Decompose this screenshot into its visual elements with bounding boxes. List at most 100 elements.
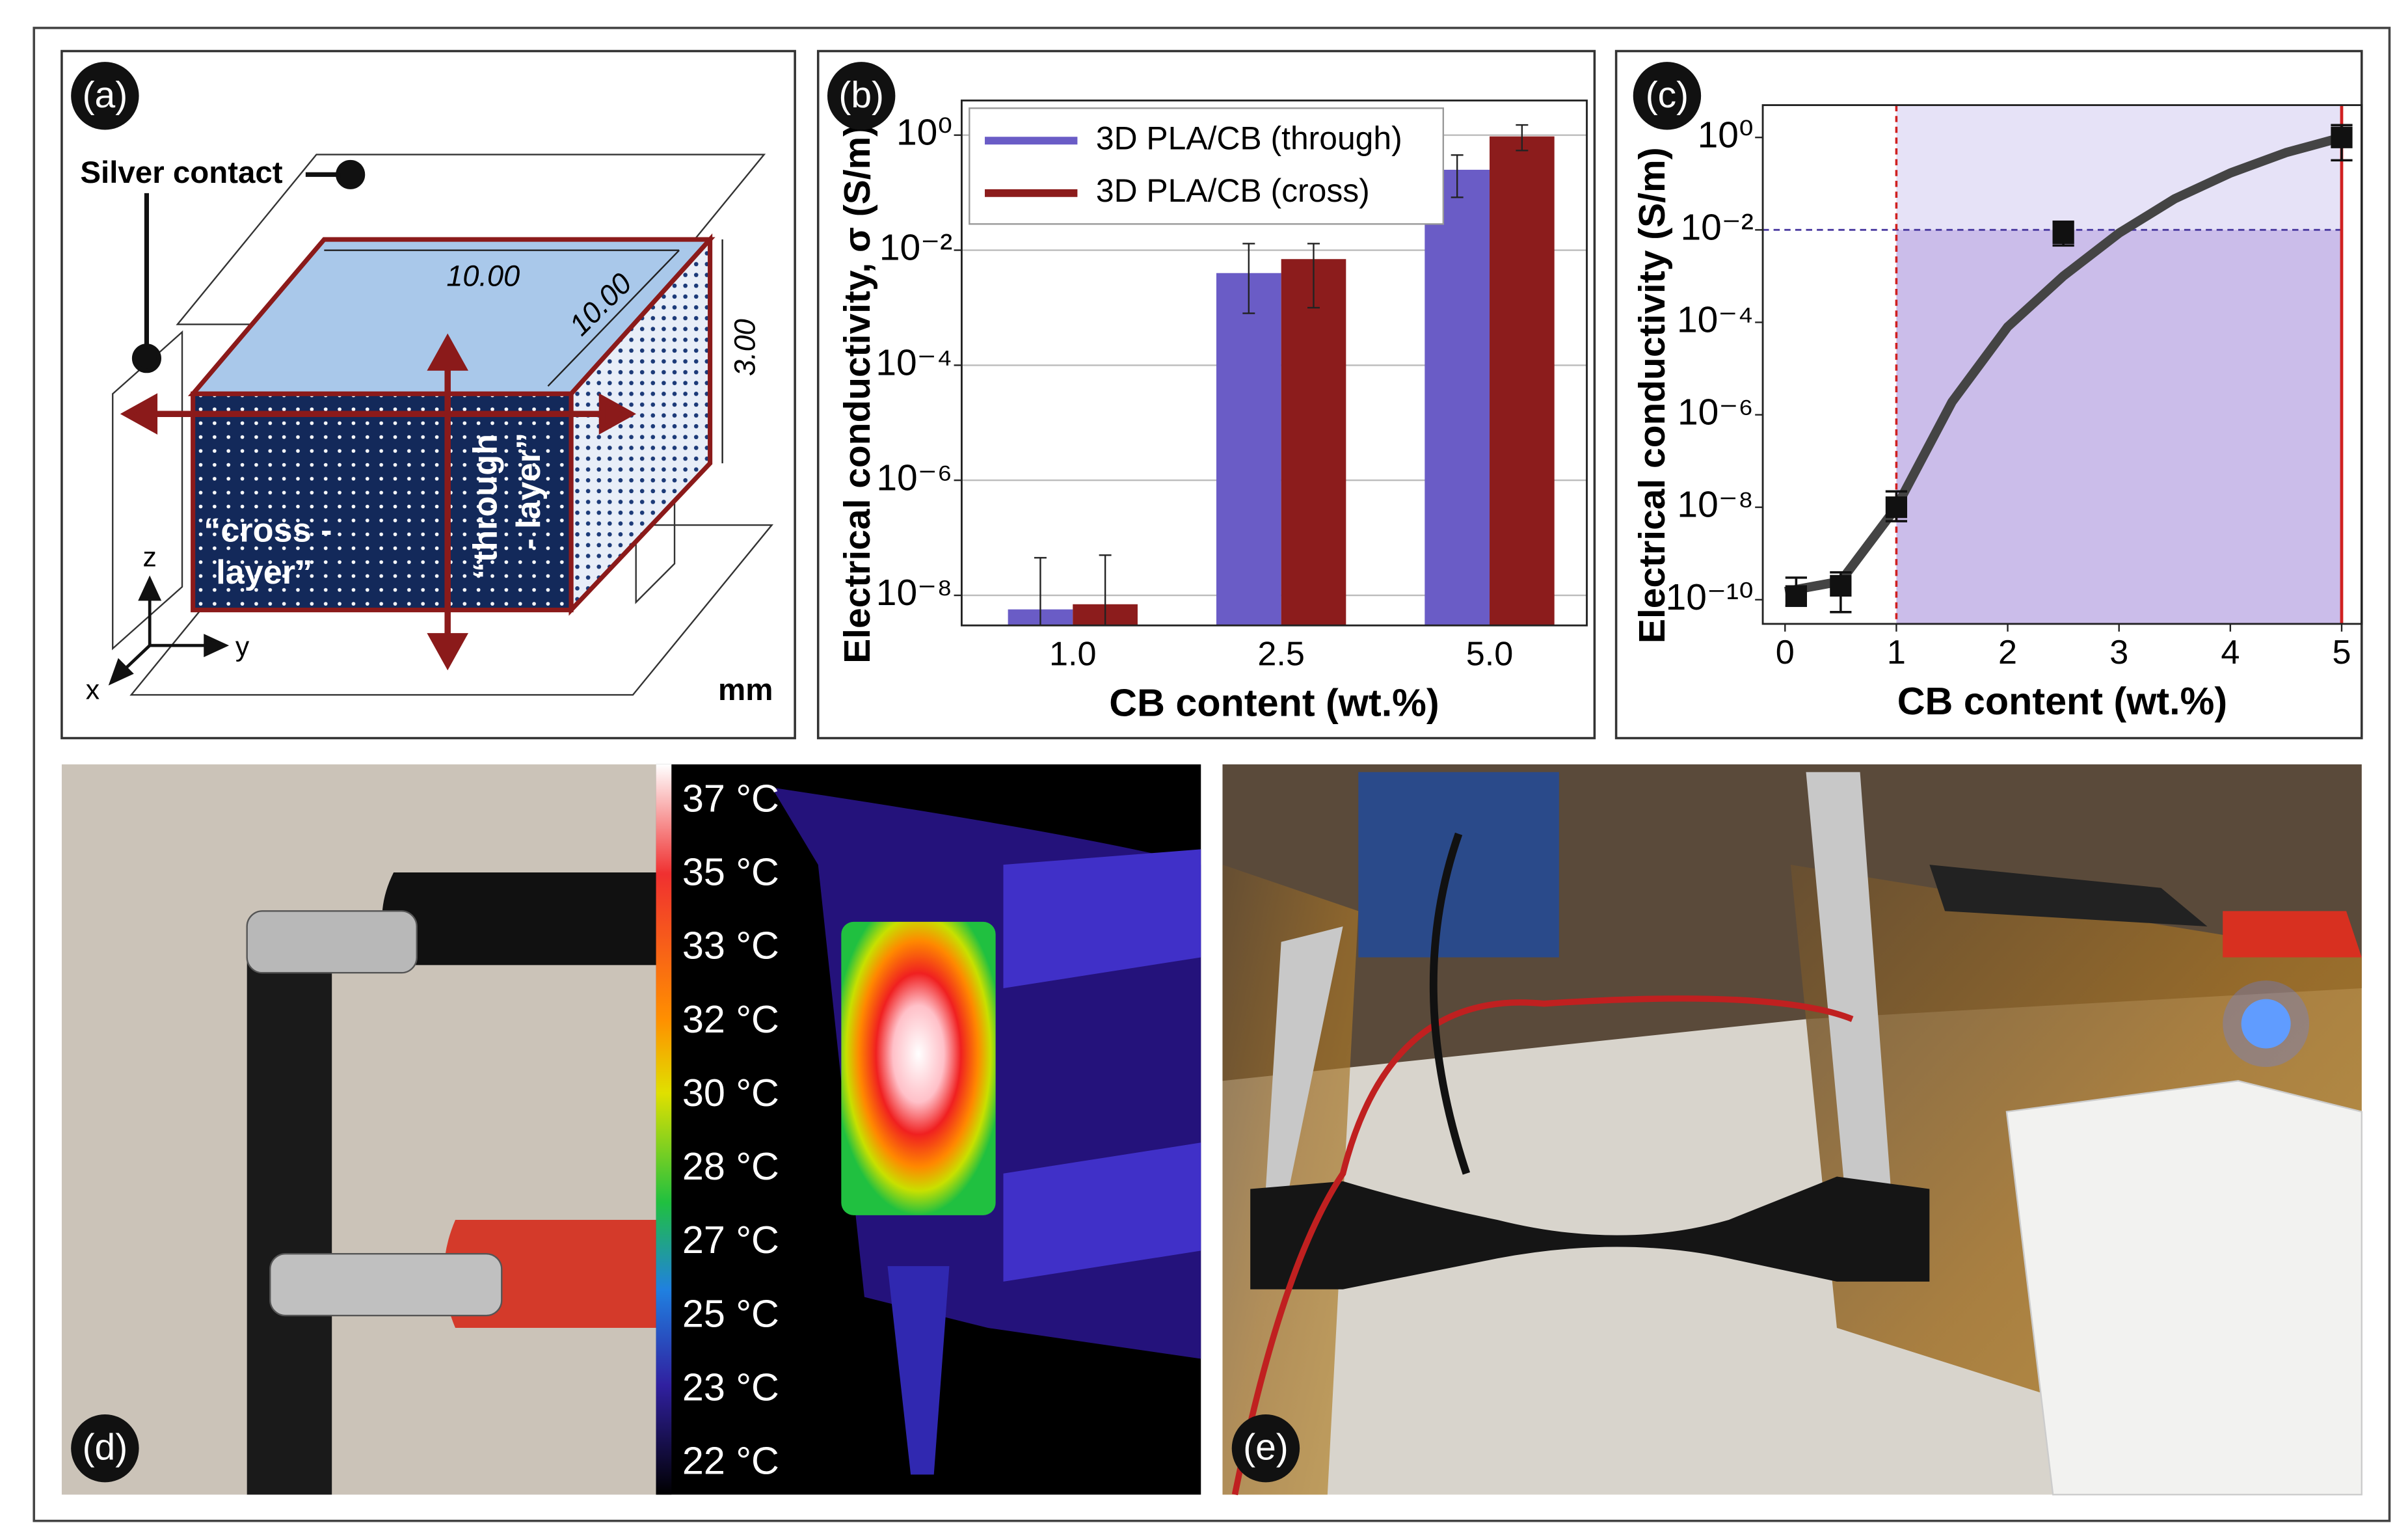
clip-jaw: [269, 1252, 503, 1317]
data-point: [1785, 585, 1808, 607]
color-bar-label: 35 °C: [682, 850, 779, 894]
x-tick-label: 1.0: [1049, 636, 1097, 673]
panel-label: (c): [1646, 74, 1689, 116]
color-bar-label: 32 °C: [682, 997, 779, 1041]
alligator-clip: [2223, 911, 2362, 958]
x-tick-label: 2.5: [1257, 636, 1305, 673]
dimension-label: 3.00: [728, 319, 761, 376]
error-bar: [1516, 124, 1529, 152]
unit-label: mm: [718, 673, 773, 707]
data-point: [2052, 222, 2074, 244]
bar: [1425, 169, 1490, 626]
color-bar-label: 30 °C: [682, 1071, 779, 1114]
panel-badge: [71, 62, 139, 130]
y-axis-title: Electrical conductivity (S/m): [1631, 147, 1673, 643]
bar: [1216, 273, 1281, 626]
panel-badge: [827, 62, 896, 130]
axis-name: x: [86, 675, 100, 706]
error-bar: [1451, 154, 1464, 198]
thermal-strip: [887, 1266, 950, 1475]
panel-badge: [1633, 62, 1702, 130]
y-tick-label: 10⁻²: [879, 227, 952, 269]
figure-border: [33, 27, 2391, 1522]
bar: [1281, 259, 1346, 626]
thermal-clip: [1003, 849, 1201, 1282]
chart: 10⁻¹⁰ 10⁻⁸ 10⁻⁶ 10⁻⁴ 10⁻² 10⁰ 0 1 2 3 4 5 CB content…: [1614, 49, 2363, 740]
x-tick-label: 3: [2109, 634, 2128, 671]
plot-area: [1763, 105, 2353, 624]
y-tick-label: 10⁰: [1698, 114, 1754, 155]
y-axis-title: Electrical conductivity, σ (S/m): [836, 124, 878, 664]
panel-label: (b): [838, 74, 884, 116]
y-tick-label: 10⁻⁶: [876, 457, 952, 498]
y-tick-label: 10⁻⁶: [1678, 392, 1754, 433]
annotation: “through: [467, 434, 505, 579]
panel-label: (a): [83, 74, 128, 116]
thermal-hotspot: [841, 921, 996, 1215]
x-axis-title: CB content (wt.%): [1109, 681, 1439, 724]
axis-name: z: [143, 542, 157, 573]
x-axis-title: CB content (wt.%): [1897, 679, 2227, 723]
led-glow: [2223, 980, 2310, 1068]
legend-label: 3D PLA/CB (cross): [1096, 172, 1370, 209]
chart: 10⁻⁸ 10⁻⁶ 10⁻⁴ 10⁻² 10⁰ 1.0 2.5 5.0 3D PLA/CB (t…: [816, 49, 1596, 740]
color-bar-label: 25 °C: [682, 1291, 779, 1335]
color-bar: [656, 764, 672, 1495]
panel-badge: [1231, 1414, 1300, 1483]
color-bar-label: 23 °C: [682, 1365, 779, 1409]
power-supply: [1358, 772, 1559, 958]
plot-area: [961, 124, 1587, 626]
panel-a: Silver contact 10.00 10.00 3.00 “cross -…: [60, 49, 796, 740]
error-bar: [1242, 243, 1255, 314]
y-tick-label: 10⁻⁸: [1677, 484, 1753, 526]
x-tick-label: 4: [2221, 634, 2240, 671]
panel-badge: [71, 1414, 139, 1483]
panel-label: (e): [1243, 1427, 1289, 1468]
y-tick-label: 10⁻²: [1680, 206, 1753, 248]
direction-arrows: [120, 333, 636, 671]
annotation: layer”: [216, 554, 312, 591]
axis-triad: [108, 575, 230, 686]
alligator-clip: [1929, 865, 2208, 927]
plot-frame: [961, 100, 1588, 627]
shaded-region: [1896, 230, 2342, 624]
clip-jaw: [246, 910, 418, 974]
y-tick-label: 10⁻⁸: [876, 572, 952, 614]
error-bar: [1099, 554, 1112, 626]
wire: [1231, 995, 1854, 1496]
data-point: [1830, 574, 1852, 597]
x-tick-label: 1: [1887, 634, 1906, 671]
led: [2241, 999, 2291, 1049]
dimension-label: 10.00: [446, 259, 520, 292]
error-bar: [1034, 557, 1047, 626]
y-tick-label: 10⁰: [896, 112, 952, 154]
electrode: [1265, 926, 1343, 1189]
y-tick-label: 10⁻⁴: [1677, 299, 1754, 341]
x-tick-label: 5: [2332, 634, 2351, 671]
annotation: Silver contact: [80, 155, 282, 190]
wire: [1429, 832, 1471, 1175]
color-bar-label: 33 °C: [682, 924, 779, 967]
panel-d: 37 °C 35 °C 33 °C 32 °C 30 °C 28 °C 27 °C 25 °C…: [61, 764, 1201, 1495]
panel-e: (e): [1222, 764, 2362, 1496]
panel-label: (d): [83, 1427, 128, 1468]
data-point: [1885, 496, 1908, 519]
plot-frame: [1761, 104, 2363, 625]
clip-handle: [382, 872, 656, 965]
color-bar-label: 37 °C: [682, 777, 779, 820]
color-bar-label: 28 °C: [682, 1144, 779, 1188]
fit-curve: [1784, 133, 2343, 597]
shaded-region: [1896, 105, 2342, 230]
bar: [1490, 136, 1555, 626]
axis-name: y: [235, 631, 250, 662]
annotation: - layer”: [510, 433, 548, 550]
legend-label: 3D PLA/CB (through): [1096, 120, 1402, 156]
breadboard: [2005, 1080, 2362, 1496]
data-point: [2331, 126, 2353, 148]
sample-strip: [247, 926, 332, 1495]
silver-contact-leader: [131, 159, 366, 373]
x-tick-label: 0: [1776, 634, 1795, 671]
x-tick-label: 5.0: [1466, 636, 1514, 673]
legend-box: [969, 107, 1445, 225]
